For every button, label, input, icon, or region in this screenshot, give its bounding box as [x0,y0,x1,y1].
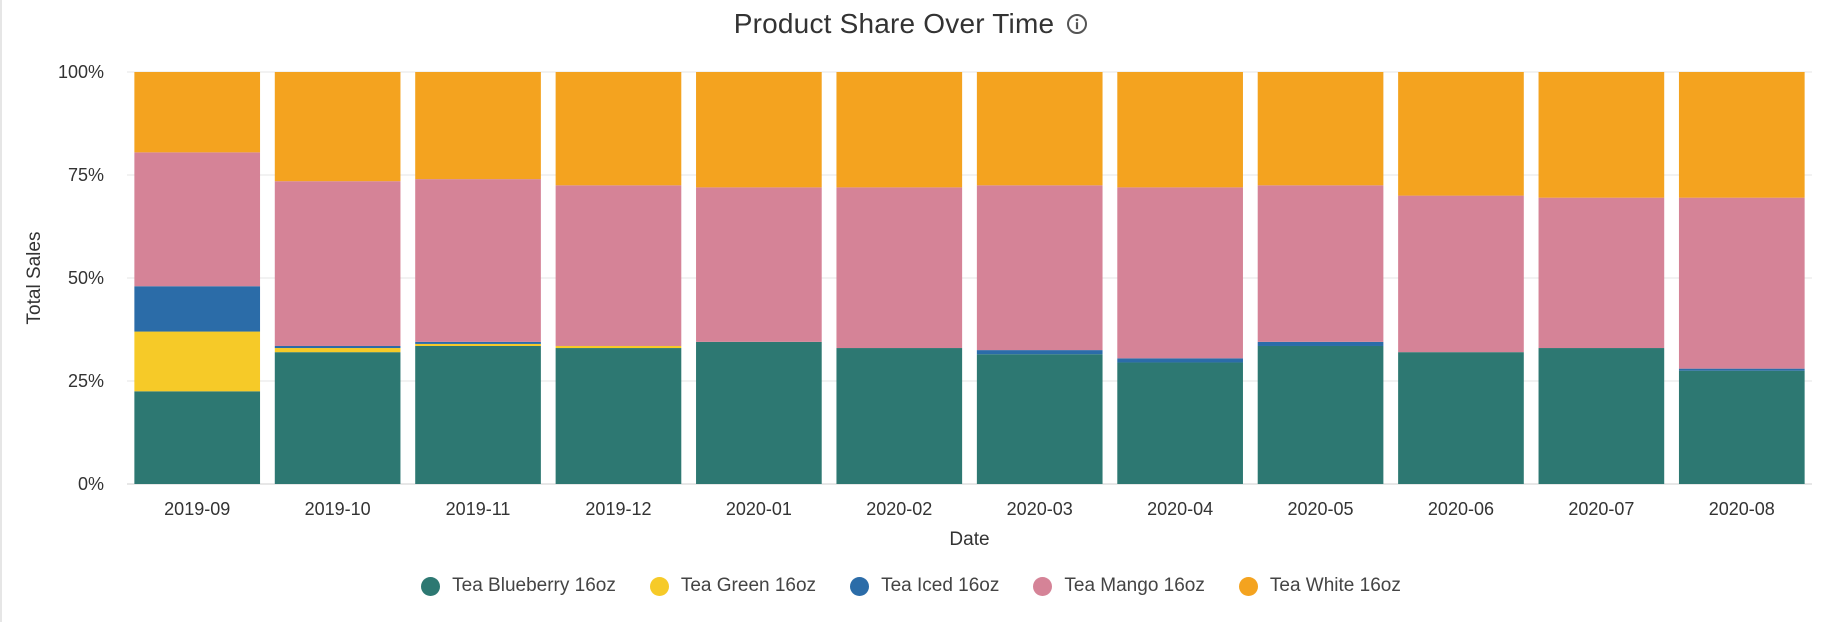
legend-item[interactable]: Tea Iced 16oz [850,575,999,597]
legend-label: Tea Iced 16oz [881,575,1000,596]
legend-label: Tea White 16oz [1269,575,1401,596]
bar-segment [555,345,682,349]
y-tick-label: 25% [68,371,104,391]
bar-segment [134,152,261,287]
panel-border [0,0,2,622]
bar-segment [836,348,963,484]
bar-segment [555,348,682,484]
bar-segment [1538,72,1665,198]
chart-header: Product Share Over Time [0,4,1822,44]
x-tick-label: 2020-05 [1288,499,1354,519]
bar-segment [1117,187,1243,359]
bar-segment [274,352,401,484]
bar-segment [976,354,1103,484]
x-tick-label: 2019-12 [585,499,651,519]
legend-label: Tea Mango 16oz [1064,575,1205,596]
bar-segment [696,341,822,484]
bar-segment [415,179,541,342]
bar-segment [1678,197,1805,369]
bar-segment [696,72,822,188]
bar-segment [976,185,1103,351]
bar-segment [1678,72,1805,198]
bar-segment [836,187,963,349]
legend-swatch [1238,576,1258,596]
bar-segment [555,72,682,186]
bar-segment [1678,368,1805,371]
legend-item[interactable]: Tea Blueberry 16oz [421,575,616,597]
x-tick-label: 2020-06 [1428,499,1494,519]
bar-segment [415,343,541,346]
bar-segment [134,391,261,484]
chart-legend: Tea Blueberry 16oz Tea Green 16oz Tea Iced… [0,575,1822,597]
y-axis-label: Total Sales [24,232,45,325]
bar-segment [274,345,401,349]
bar-segment [274,72,401,182]
bar-segment [976,72,1103,186]
bar-segment [1117,72,1243,188]
bar-segment [415,341,541,344]
bar-segment [696,187,822,342]
bar-segment [415,72,541,180]
bar-segment [1398,72,1524,196]
x-tick-label: 2020-02 [866,499,932,519]
legend-swatch [649,576,669,596]
x-tick-label: 2020-07 [1568,499,1634,519]
bar-segment [1117,362,1243,484]
chart-title: Product Share Over Time [733,8,1055,39]
bar-segment [1257,345,1384,484]
bar-segment [274,181,401,346]
bar-segment [555,185,682,346]
bar-segment [415,345,541,484]
legend-item[interactable]: Tea Mango 16oz [1033,575,1205,597]
bar-segment [1398,195,1524,353]
legend-label: Tea Green 16oz [680,575,817,596]
bar-segment [134,72,261,153]
y-tick-label: 100% [58,62,104,82]
bar-segment [1398,352,1524,484]
legend-swatch [421,576,441,596]
bar-segment [1117,358,1243,363]
bar-segment [1678,370,1805,484]
legend-item[interactable]: Tea White 16oz [1238,575,1401,597]
x-tick-label: 2019-09 [164,499,230,519]
x-axis-label: Date [949,529,989,550]
x-tick-label: 2020-08 [1709,499,1775,519]
y-tick-label: 50% [68,268,104,288]
x-tick-label: 2020-04 [1147,499,1213,519]
info-icon[interactable] [1066,13,1088,35]
legend-label: Tea Blueberry 16oz [452,575,616,596]
bar-segment [1538,348,1665,484]
legend-swatch [1033,576,1053,596]
bar-segment [836,72,963,188]
bar-segment [274,348,401,353]
bar-segment [1257,185,1384,342]
bar-segment [134,286,261,332]
x-tick-label: 2019-10 [305,499,371,519]
bar-segment [976,350,1103,355]
y-tick-label: 0% [78,474,104,494]
y-tick-label: 75% [68,165,104,185]
legend-swatch [850,576,870,596]
legend-item[interactable]: Tea Green 16oz [649,575,817,597]
bar-segment [1257,341,1384,346]
bar-segment [1538,197,1665,349]
x-tick-label: 2020-03 [1007,499,1073,519]
bar-segment [134,331,261,392]
x-tick-label: 2020-01 [726,499,792,519]
x-tick-label: 2019-11 [446,499,511,519]
bar-segment [1257,72,1384,186]
